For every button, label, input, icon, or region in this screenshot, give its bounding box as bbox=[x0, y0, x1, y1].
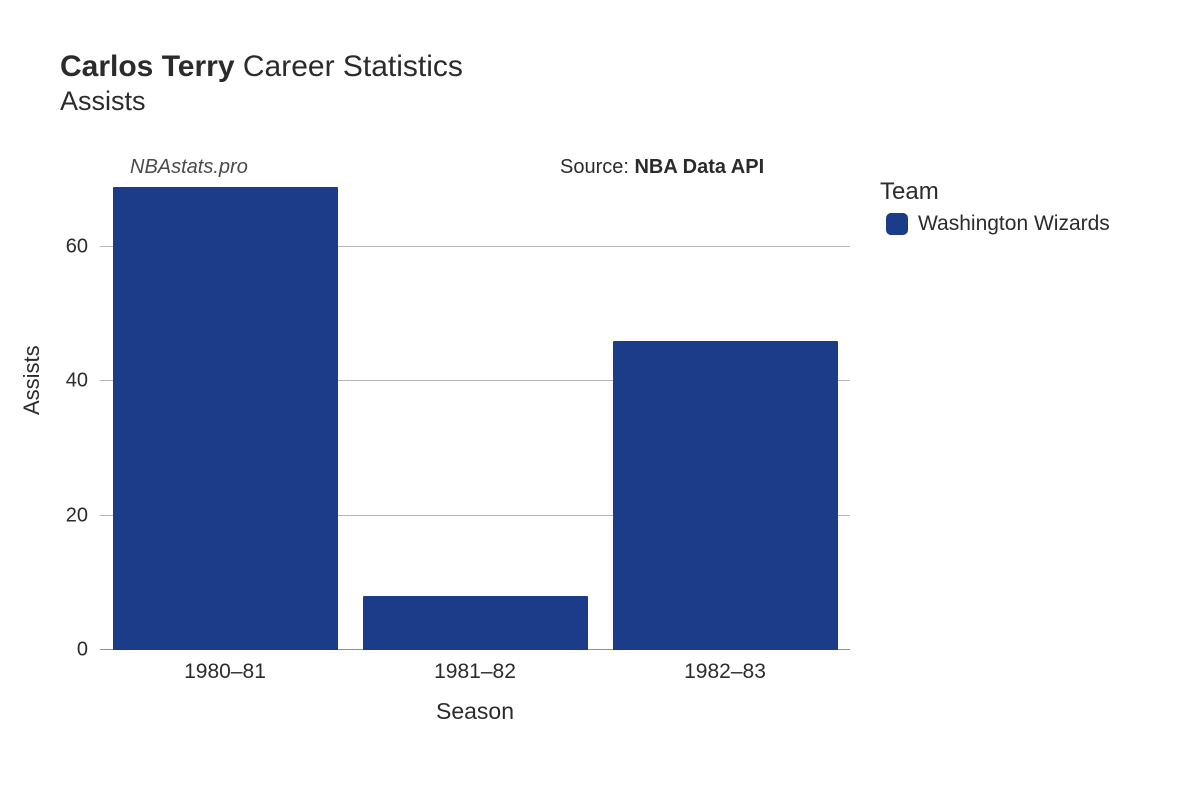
y-tick-label: 40 bbox=[66, 370, 100, 393]
chart-title: Carlos Terry Career Statistics bbox=[60, 50, 1160, 84]
x-axis-label: Season bbox=[100, 698, 850, 725]
legend-title: Team bbox=[880, 178, 1110, 206]
title-suffix: Career Statistics bbox=[235, 50, 463, 83]
x-tick-label: 1980–81 bbox=[184, 650, 266, 684]
bar bbox=[113, 187, 338, 650]
chart-subtitle: Assists bbox=[60, 86, 1160, 117]
source-prefix: Source: bbox=[560, 156, 634, 178]
legend-item-label: Washington Wizards bbox=[918, 212, 1110, 236]
x-tick-label: 1982–83 bbox=[684, 650, 766, 684]
x-tick-label: 1981–82 bbox=[434, 650, 516, 684]
title-block: Carlos Terry Career Statistics Assists bbox=[60, 50, 1160, 117]
plot-area: 02040601980–811981–821982–83 bbox=[100, 180, 850, 650]
watermark-text: NBAstats.pro bbox=[130, 156, 248, 179]
bar bbox=[363, 596, 588, 650]
legend-swatch bbox=[886, 213, 908, 235]
legend-item: Washington Wizards bbox=[886, 212, 1110, 236]
source-text: Source: NBA Data API bbox=[560, 156, 764, 179]
title-player-name: Carlos Terry bbox=[60, 50, 235, 83]
source-name: NBA Data API bbox=[634, 156, 764, 178]
y-tick-label: 60 bbox=[66, 236, 100, 259]
y-tick-label: 20 bbox=[66, 504, 100, 527]
y-tick-label: 0 bbox=[77, 639, 100, 662]
legend: Team Washington Wizards bbox=[880, 178, 1110, 236]
chart-container: Carlos Terry Career Statistics Assists N… bbox=[0, 0, 1200, 800]
y-axis-label: Assists bbox=[19, 345, 45, 415]
bar bbox=[613, 341, 838, 650]
